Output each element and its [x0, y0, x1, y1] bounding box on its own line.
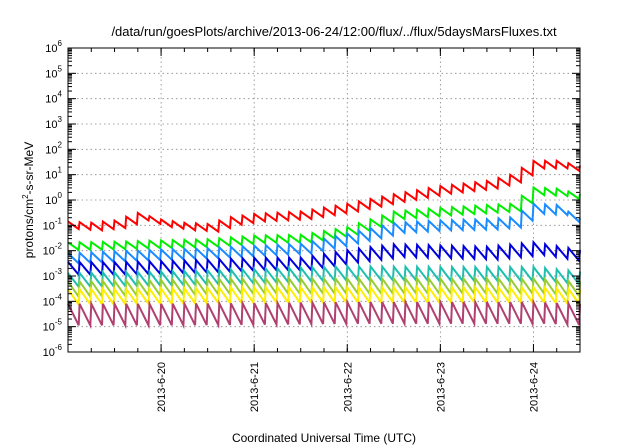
series-2-line [67, 185, 581, 252]
y-tick-label-base: 10 [43, 296, 55, 308]
y-axis-label-superscript: 2 [21, 194, 30, 199]
x-axis-label: Coordinated Universal Time (UTC) [232, 431, 416, 445]
y-tick-label-exponent: 2 [58, 140, 63, 149]
series-3-line [67, 201, 581, 266]
series-1-line [67, 158, 581, 234]
x-tick-labels: 2013-6-20 2013-6-21 2013-6-22 2013-6-23 2013… [156, 362, 540, 412]
y-tick-label-exponent: 4 [58, 90, 63, 99]
series-4-line [67, 239, 581, 278]
y-tick-label-exponent: -4 [55, 292, 63, 301]
y-tick-label-exponent: 0 [58, 191, 63, 200]
x-tick-label: 2013-6-23 [435, 362, 447, 412]
y-tick-labels: 10-610-510-410-310-210-11001011021031041… [43, 39, 63, 359]
y-tick-label: 106 [45, 39, 62, 55]
y-tick-label: 10-3 [43, 267, 63, 283]
y-tick-label-base: 10 [43, 322, 55, 334]
y-tick-label-exponent: -6 [55, 343, 63, 352]
y-tick-label: 104 [45, 90, 62, 106]
x-tick-label: 2013-6-24 [528, 362, 540, 412]
chart-title: /data/run/goesPlots/archive/2013-06-24/1… [111, 24, 557, 39]
y-tick-label-base: 10 [45, 94, 57, 106]
x-tick-label: 2013-6-22 [342, 362, 354, 412]
x-tick-label: 2013-6-21 [249, 362, 261, 412]
y-axis-label-base: protons/cm [22, 199, 36, 258]
y-tick-label: 105 [45, 64, 62, 80]
y-tick-label: 10-5 [43, 318, 63, 334]
series-7-line [67, 284, 581, 308]
axis-ticks [67, 47, 581, 353]
y-tick-label-exponent: -3 [55, 267, 63, 276]
y-tick-label-base: 10 [45, 144, 57, 156]
y-tick-label-base: 10 [45, 195, 57, 207]
y-tick-label: 103 [45, 115, 62, 131]
y-tick-label-exponent: -2 [55, 242, 63, 251]
y-tick-label: 10-6 [43, 343, 63, 359]
y-tick-label: 10-1 [43, 216, 63, 232]
y-tick-label-base: 10 [43, 271, 55, 283]
y-tick-label-exponent: 6 [58, 39, 63, 48]
y-tick-label: 10-4 [43, 292, 63, 308]
series-layer [67, 158, 581, 330]
y-tick-label-base: 10 [43, 347, 55, 359]
y-axis-label-rest: -s-sr-MeV [22, 142, 36, 195]
y-tick-label-exponent: -1 [55, 216, 63, 225]
y-tick-label-exponent: 5 [58, 64, 63, 73]
y-tick-label: 101 [45, 166, 62, 182]
y-tick-label-base: 10 [43, 246, 55, 258]
y-tick-label-exponent: 3 [58, 115, 63, 124]
y-tick-label-exponent: 1 [58, 166, 63, 175]
y-tick-label-base: 10 [45, 119, 57, 131]
y-tick-label-base: 10 [43, 220, 55, 232]
y-tick-label: 102 [45, 140, 62, 156]
x-tick-label: 2013-6-20 [156, 362, 168, 412]
y-tick-label: 10-2 [43, 242, 63, 258]
y-tick-label-exponent: -5 [55, 318, 63, 327]
y-tick-label: 100 [45, 191, 62, 207]
y-tick-label-base: 10 [45, 68, 57, 80]
y-tick-label-base: 10 [45, 170, 57, 182]
y-axis-label: protons/cm2-s-sr-MeV [21, 142, 36, 258]
series-8-line [67, 298, 581, 330]
y-tick-label-base: 10 [45, 43, 57, 55]
